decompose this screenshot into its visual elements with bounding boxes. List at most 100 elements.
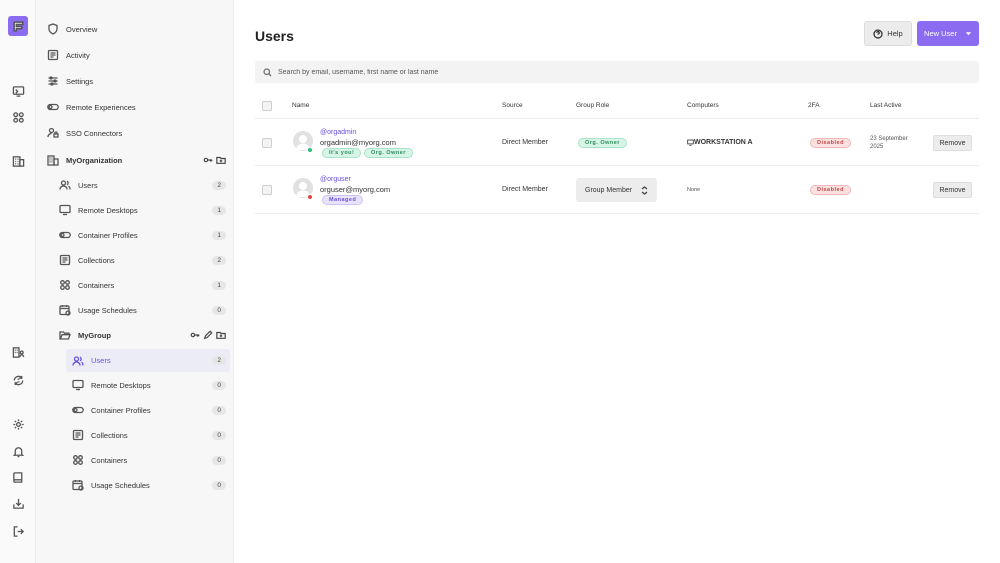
sidebar-item-label: Containers — [91, 455, 128, 465]
apps-grid-icon[interactable] — [11, 110, 25, 124]
toggle-icon — [71, 403, 85, 417]
count-badge: 2 — [212, 255, 226, 265]
column-header-source[interactable]: Source — [502, 102, 523, 109]
sidebar-item-label: Remote Desktops — [91, 380, 151, 390]
folder-add-icon[interactable] — [216, 155, 226, 165]
sidebar-item-sso-connectors[interactable]: SSO Connectors — [46, 123, 230, 143]
divider — [255, 165, 979, 166]
badge-its-you: It's you! — [322, 148, 362, 158]
column-header-computers[interactable]: Computers — [687, 102, 719, 109]
2fa-status-badge: Disabled — [810, 138, 851, 148]
building-icon — [46, 153, 60, 167]
group-role-select[interactable]: Group Member — [576, 178, 657, 202]
sidebar-item-remote-experiences[interactable]: Remote Experiences — [46, 97, 230, 117]
download-tray-icon[interactable] — [11, 496, 25, 510]
2fa-status-badge: Disabled — [810, 185, 851, 195]
group-role-selected: Group Member — [585, 186, 633, 194]
group-item-container-profiles[interactable]: Container Profiles 0 — [71, 400, 230, 420]
sidebar-item-label: Settings — [66, 76, 94, 86]
username-link[interactable]: @orguser — [320, 176, 351, 183]
sidebar-item-group[interactable]: MyGroup — [58, 325, 230, 345]
logout-icon[interactable] — [11, 524, 25, 538]
sidebar-item-label: Remote Experiences — [66, 102, 136, 112]
org-item-container-profiles[interactable]: Container Profiles 1 — [58, 225, 230, 245]
badge-org-owner: Org. Owner — [364, 148, 413, 158]
online-status-dot — [307, 147, 313, 153]
gear-icon[interactable] — [11, 417, 25, 431]
sidebar-item-organization[interactable]: MyOrganization — [46, 150, 230, 170]
sidebar-item-label: Activity — [66, 50, 90, 60]
row-checkbox[interactable] — [262, 185, 272, 195]
sidebar: Overview Activity Settings Remote Experi… — [36, 0, 234, 563]
org-item-collections[interactable]: Collections 2 — [58, 250, 230, 270]
org-item-users[interactable]: Users 2 — [58, 175, 230, 195]
help-label: Help — [887, 29, 903, 38]
avatar — [293, 178, 313, 198]
monitor-icon[interactable] — [11, 84, 25, 98]
group-item-users[interactable]: Users 2 — [66, 349, 230, 372]
group-item-remote-desktops[interactable]: Remote Desktops 0 — [71, 375, 230, 395]
group-item-containers[interactable]: Containers 0 — [71, 450, 230, 470]
logo-icon[interactable] — [8, 16, 28, 36]
column-header-name[interactable]: Name — [292, 102, 310, 109]
pencil-icon[interactable] — [203, 330, 213, 340]
column-header-group-role[interactable]: Group Role — [576, 102, 610, 109]
users-icon — [58, 178, 72, 192]
select-all-checkbox[interactable] — [262, 101, 272, 111]
group-name: MyGroup — [78, 330, 111, 340]
count-badge: 0 — [212, 305, 226, 315]
key-icon[interactable] — [203, 155, 213, 165]
monitor-icon — [687, 139, 694, 146]
computer-value: None — [687, 187, 701, 193]
question-circle-icon — [873, 28, 883, 39]
group-role-badge: Org. Owner — [578, 138, 627, 148]
sync-icon[interactable] — [11, 373, 25, 387]
main-content: Users Help New User Name Source Group Ro… — [234, 0, 1000, 563]
calendar-clock-icon — [58, 303, 72, 317]
book-icon[interactable] — [11, 470, 25, 484]
source-value: Direct Member — [502, 186, 548, 193]
folder-add-icon[interactable] — [216, 330, 226, 340]
column-header-last-active[interactable]: Last Active — [870, 102, 902, 109]
new-user-button[interactable]: New User — [917, 21, 979, 46]
building-users-icon[interactable] — [11, 345, 25, 359]
source-value: Direct Member — [502, 139, 548, 146]
sidebar-item-label: Collections — [78, 255, 115, 265]
sidebar-item-overview[interactable]: Overview — [46, 19, 230, 39]
remove-button[interactable]: Remove — [933, 182, 972, 198]
help-button[interactable]: Help — [864, 21, 912, 46]
sidebar-item-label: Container Profiles — [91, 405, 151, 415]
user-email: orguser@myorg.com — [320, 185, 391, 194]
icon-rail — [0, 0, 36, 563]
org-item-remote-desktops[interactable]: Remote Desktops 1 — [58, 200, 230, 220]
count-badge: 1 — [212, 230, 226, 240]
count-badge: 0 — [212, 380, 226, 390]
sidebar-item-label: Remote Desktops — [78, 205, 138, 215]
key-icon[interactable] — [190, 330, 200, 340]
sidebar-item-label: Usage Schedules — [91, 480, 150, 490]
offline-status-dot — [307, 194, 313, 200]
row-checkbox[interactable] — [262, 138, 272, 148]
sidebar-item-label: Users — [78, 180, 98, 190]
count-badge: 2 — [212, 180, 226, 190]
building-icon[interactable] — [11, 154, 25, 168]
group-item-collections[interactable]: Collections 0 — [71, 425, 230, 445]
divider — [255, 213, 979, 214]
group-item-usage-schedules[interactable]: Usage Schedules 0 — [71, 475, 230, 495]
badge-managed: Managed — [322, 195, 364, 205]
sidebar-item-activity[interactable]: Activity — [46, 45, 230, 65]
count-badge: 1 — [212, 280, 226, 290]
folder-open-icon — [58, 328, 72, 342]
sidebar-item-settings[interactable]: Settings — [46, 71, 230, 91]
org-item-containers[interactable]: Containers 1 — [58, 275, 230, 295]
search-input[interactable] — [278, 68, 878, 76]
remove-button[interactable]: Remove — [933, 135, 972, 151]
chevron-updown-icon — [641, 185, 648, 195]
org-item-usage-schedules[interactable]: Usage Schedules 0 — [58, 300, 230, 320]
apps-grid-icon — [71, 453, 85, 467]
username-link[interactable]: @orgadmin — [320, 129, 357, 136]
sidebar-item-label: Container Profiles — [78, 230, 138, 240]
column-header-2fa[interactable]: 2FA — [808, 102, 820, 109]
avatar — [293, 131, 313, 151]
bell-icon[interactable] — [11, 444, 25, 458]
